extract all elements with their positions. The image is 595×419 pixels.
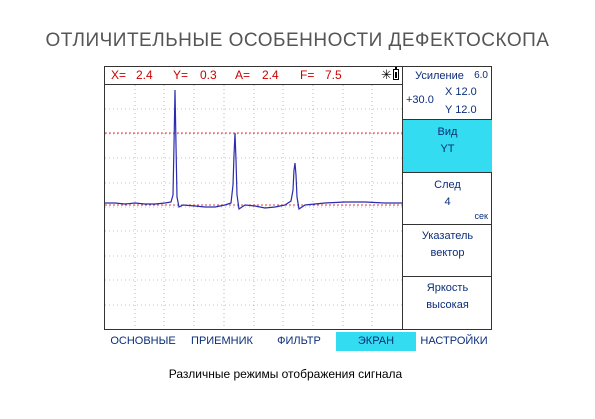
view-label: Вид [437,126,458,138]
settings-panel: Усиление 6.0 +30.0 X 12.0 Y 12.0 Вид YT … [402,67,492,329]
a-readout-label: A= [235,68,251,82]
menu-item-receiver[interactable]: ПРИЕМНИК [191,335,253,347]
brightness-label: Яркость [426,282,469,294]
gain-label: Усиление [415,70,464,82]
gain-step: 6.0 [474,70,488,81]
trace-value: 4 [444,196,451,208]
x-readout-label: X= [111,68,127,82]
signal-trace [105,89,402,211]
signal-plot [105,85,402,329]
sun-icon: ✳ [381,67,392,82]
gain-y: Y 12.0 [445,104,477,116]
view-panel[interactable]: Вид YT [403,120,492,173]
y-readout-label: Y= [173,68,189,82]
trace-panel[interactable]: След 4 сек [403,173,492,225]
pointer-value: вектор [430,247,465,259]
f-readout-label: F= [300,68,315,82]
x-readout-value: 2.4 [136,68,153,82]
gain-value: +30.0 [406,94,434,106]
gain-panel[interactable]: Усиление 6.0 +30.0 X 12.0 Y 12.0 [403,67,492,120]
menu-item-main[interactable]: ОСНОВНЫЕ [110,335,176,347]
f-readout-value: 7.5 [325,68,342,82]
pointer-panel[interactable]: Указатель вектор [403,225,492,277]
menu-item-settings[interactable]: НАСТРОЙКИ [420,335,488,347]
view-value: YT [440,143,455,155]
brightness-panel[interactable]: Яркость высокая [403,277,492,329]
menu-item-filter[interactable]: ФИЛЬТР [277,335,321,347]
a-readout-value: 2.4 [262,68,279,82]
plot-grid [105,85,402,329]
readout-bar: X= 2.4 Y= 0.3 A= 2.4 F= 7.5 ✳ [105,67,402,85]
menu-item-screen[interactable]: ЭКРАН [336,332,416,351]
battery-cap [395,67,397,69]
brightness-value: высокая [426,299,469,311]
caption: Различные режимы отображения сигнала [168,367,403,381]
trace-unit: сек [474,211,488,221]
trace-label: След [434,179,461,191]
gain-x: X 12.0 [445,86,477,98]
battery-icon [393,69,399,80]
y-readout-value: 0.3 [200,68,217,82]
flaw-detector-screen: X= 2.4 Y= 0.3 A= 2.4 F= 7.5 ✳ Усиление 6… [104,66,492,330]
bottom-menu: ОСНОВНЫЕ ПРИЕМНИК ФИЛЬТР ЭКРАН НАСТРОЙКИ [104,332,492,351]
page-title: ОТЛИЧИТЕЛЬНЫЕ ОСОБЕННОСТИ ДЕФЕКТОСКОПА [45,30,550,51]
pointer-label: Указатель [421,230,474,242]
